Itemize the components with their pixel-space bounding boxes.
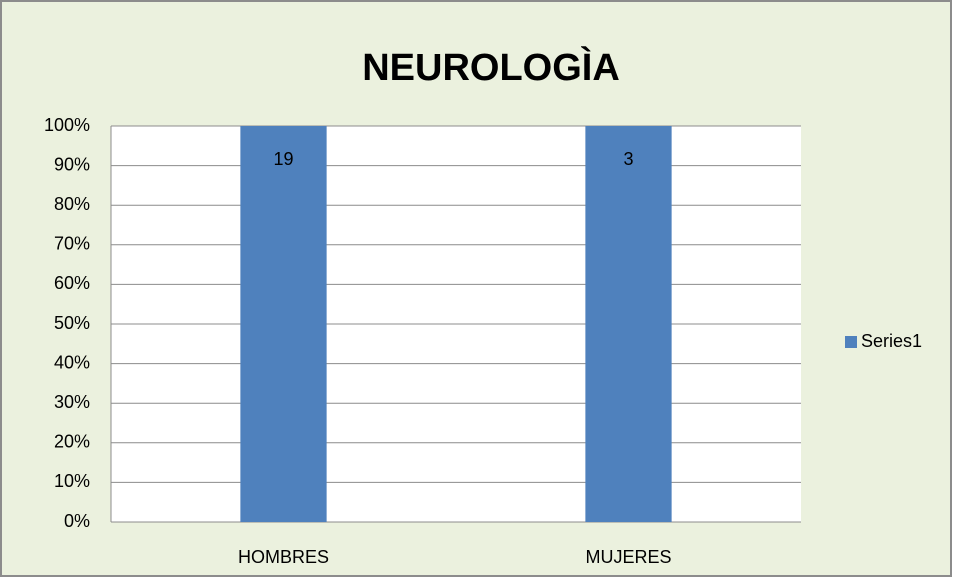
y-tick-label: 90% — [54, 154, 90, 174]
y-tick-label: 30% — [54, 392, 90, 412]
y-tick-label: 50% — [54, 313, 90, 333]
x-tick-label: MUJERES — [585, 547, 671, 567]
y-tick-label: 100% — [44, 115, 90, 135]
data-label: 3 — [623, 149, 633, 169]
y-tick-label: 0% — [64, 511, 90, 531]
chart-title: NEUROLOGÌA — [362, 45, 620, 89]
legend-label: Series1 — [861, 331, 922, 351]
legend-swatch — [845, 336, 857, 348]
y-tick-label: 70% — [54, 234, 90, 254]
y-tick-label: 10% — [54, 471, 90, 491]
y-tick-label: 20% — [54, 432, 90, 452]
y-tick-label: 80% — [54, 194, 90, 214]
bar — [585, 126, 672, 522]
y-tick-label: 40% — [54, 352, 90, 372]
data-label: 19 — [273, 149, 293, 169]
y-tick-label: 60% — [54, 273, 90, 293]
bar — [240, 126, 327, 522]
x-tick-label: HOMBRES — [238, 547, 329, 567]
